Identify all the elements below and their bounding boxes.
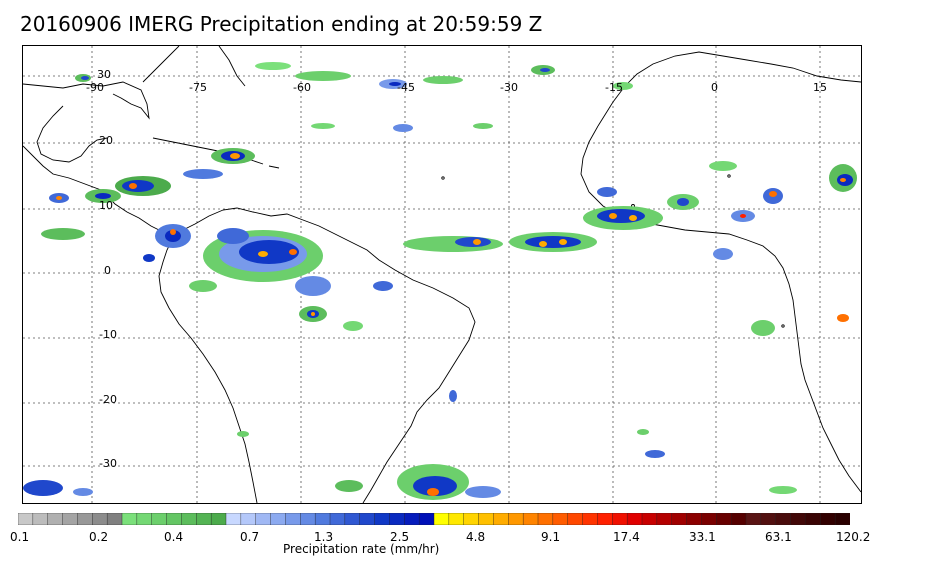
colorbar-swatch — [32, 513, 49, 525]
lat-label-30s: -30 — [99, 457, 117, 470]
lat-label-10s: -10 — [99, 328, 117, 341]
lon-label-15e: 15 — [813, 81, 827, 94]
colorbar-swatch — [77, 513, 93, 525]
colorbar-swatch — [344, 513, 361, 525]
lon-label-90w: -90 — [86, 81, 104, 94]
lat-label-10n: 10 — [99, 199, 113, 212]
colorbar-swatch — [716, 513, 732, 525]
colorbar-swatch — [626, 513, 643, 525]
colorbar-tick-label: 33.1 — [689, 530, 716, 544]
colorbar-swatch — [359, 513, 376, 525]
colorbar-swatch — [404, 513, 420, 525]
colorbar-tick-label: 63.1 — [765, 530, 792, 544]
lat-label-0: 0 — [104, 264, 111, 277]
colorbar-swatch — [389, 513, 405, 525]
colorbar-tick-label: 1.3 — [314, 530, 334, 544]
colorbar-swatch — [270, 513, 286, 525]
colorbar-swatch — [567, 513, 584, 525]
colorbar-swatch — [493, 513, 509, 525]
colorbar-tick-label: 0.7 — [240, 530, 260, 544]
colorbar-swatch — [136, 513, 153, 525]
colorbar — [18, 513, 850, 525]
colorbar-tick-label: 0.2 — [89, 530, 109, 544]
colorbar-swatch — [775, 513, 792, 525]
colorbar-swatch — [121, 513, 138, 525]
graticule — [23, 46, 861, 503]
colorbar-swatch — [612, 513, 628, 525]
colorbar-swatch — [641, 513, 658, 525]
colorbar-swatch — [62, 513, 78, 525]
colorbar-swatch — [374, 513, 390, 525]
colorbar-swatch — [537, 513, 554, 525]
colorbar-swatch — [730, 513, 747, 525]
colorbar-swatch — [448, 513, 465, 525]
colorbar-swatch — [671, 513, 688, 525]
lat-label-20n: 20 — [99, 134, 113, 147]
map-canvas — [23, 46, 861, 503]
lon-label-75w: -75 — [189, 81, 207, 94]
colorbar-swatch — [760, 513, 777, 525]
colorbar-swatch — [686, 513, 702, 525]
coastlines — [23, 46, 861, 503]
colorbar-swatch — [478, 513, 494, 525]
precipitation-field — [23, 62, 857, 500]
colorbar-tick-label: 120.2 — [836, 530, 871, 544]
colorbar-swatch — [166, 513, 182, 525]
colorbar-swatch — [433, 513, 450, 525]
precipitation-map — [22, 45, 862, 504]
colorbar-swatch — [790, 513, 806, 525]
lon-label-60w: -60 — [293, 81, 311, 94]
colorbar-swatch — [255, 513, 272, 525]
colorbar-swatch — [18, 513, 34, 525]
colorbar-swatch — [240, 513, 257, 525]
colorbar-swatch — [656, 513, 673, 525]
colorbar-tick-label: 0.4 — [164, 530, 184, 544]
colorbar-swatch — [834, 513, 850, 525]
colorbar-swatch — [701, 513, 717, 525]
colorbar-tick-label: 9.1 — [541, 530, 561, 544]
colorbar-swatch — [210, 513, 227, 525]
colorbar-swatch — [597, 513, 613, 525]
lon-label-30w: -30 — [500, 81, 518, 94]
colorbar-swatch — [225, 513, 242, 525]
colorbar-tick-label: 2.5 — [390, 530, 410, 544]
colorbar-swatch — [196, 513, 212, 525]
colorbar-swatch — [300, 513, 316, 525]
colorbar-swatch — [285, 513, 301, 525]
colorbar-title: Precipitation rate (mm/hr) — [283, 542, 440, 556]
colorbar-swatch — [463, 513, 480, 525]
colorbar-swatch — [47, 513, 64, 525]
lat-label-30n: 30 — [97, 68, 111, 81]
colorbar-swatch — [151, 513, 168, 525]
colorbar-swatch — [181, 513, 197, 525]
colorbar-tick-label: 0.1 — [10, 530, 30, 544]
colorbar-swatch — [820, 513, 836, 525]
colorbar-swatch — [745, 513, 762, 525]
colorbar-swatch — [552, 513, 569, 525]
colorbar-swatch — [329, 513, 346, 525]
colorbar-swatch — [522, 513, 539, 525]
colorbar-swatch — [106, 513, 123, 525]
colorbar-swatch — [508, 513, 524, 525]
map-title: 20160906 IMERG Precipitation ending at 2… — [20, 12, 543, 36]
colorbar-swatch — [805, 513, 821, 525]
lat-label-20s: -20 — [99, 393, 117, 406]
colorbar-swatch — [582, 513, 598, 525]
colorbar-swatch — [418, 513, 435, 525]
colorbar-swatch — [314, 513, 331, 525]
colorbar-swatch — [92, 513, 108, 525]
lon-label-45w: -45 — [397, 81, 415, 94]
lon-label-0: 0 — [711, 81, 718, 94]
colorbar-tick-label: 17.4 — [613, 530, 640, 544]
colorbar-tick-label: 4.8 — [466, 530, 486, 544]
lon-label-15w: -15 — [605, 81, 623, 94]
